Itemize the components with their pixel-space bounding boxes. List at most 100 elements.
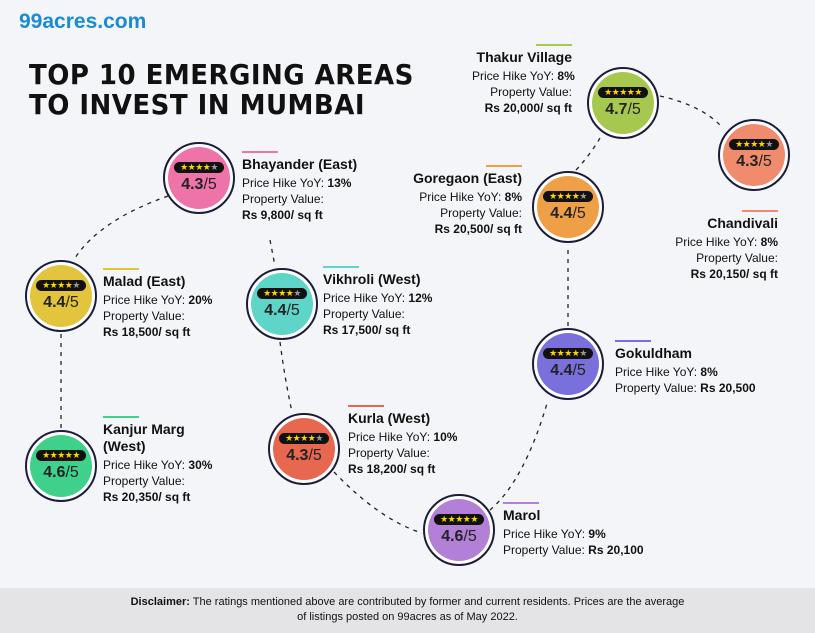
area-info-8: Kurla (West) Price Hike YoY: 10% Property … <box>348 405 457 477</box>
area-name: Marol <box>503 507 541 523</box>
area-info-9: Marol Price Hike YoY: 9% Property Value: R… <box>503 502 644 558</box>
star-rating-icon: ★★★★★ <box>543 348 593 359</box>
rating-disc: ★★★★★ 4.3/5 <box>723 124 785 186</box>
price-hike: Price Hike YoY: 30% <box>103 457 212 473</box>
property-value-label: Property Value: <box>242 192 324 206</box>
rating-score: 4.4 <box>264 302 287 319</box>
price-hike-label: Price Hike YoY: <box>615 365 698 379</box>
area-rating-circle: ★★★★★ 4.3/5 <box>268 413 340 485</box>
page-title: TOP 10 EMERGING AREAS TO INVEST IN MUMBA… <box>29 60 414 120</box>
property-value-amount: Rs 20,150/ sq ft <box>690 267 778 281</box>
star-rating-icon: ★★★★★ <box>729 139 779 150</box>
rating-value: 4.4/5 <box>30 294 92 312</box>
property-value-amount: Rs 9,800/ sq ft <box>242 208 323 222</box>
rating-value: 4.4/5 <box>251 302 313 320</box>
price-hike-value: 10% <box>433 430 458 444</box>
rating-disc: ★★★★★ 4.6/5 <box>30 435 92 497</box>
price-hike: Price Hike YoY: 8% <box>615 364 756 380</box>
price-hike: Price Hike YoY: 10% <box>348 429 457 445</box>
property-value-label: Property Value: <box>503 543 585 557</box>
star-rating-icon: ★★★★★ <box>434 514 484 525</box>
area-name: Goregaon (East) <box>413 170 522 186</box>
rating-suffix: /5 <box>65 294 79 311</box>
property-value-label: Property Value: <box>103 309 185 323</box>
rating-score: 4.4 <box>550 362 573 379</box>
rating-disc: ★★★★★ 4.3/5 <box>273 418 335 480</box>
price-hike-label: Price Hike YoY: <box>323 291 406 305</box>
price-hike-value: 8% <box>700 365 718 379</box>
rating-suffix: /5 <box>572 362 586 379</box>
star-rating-icon: ★★★★★ <box>543 191 593 202</box>
connector <box>74 195 169 259</box>
rating-score: 4.4 <box>43 294 66 311</box>
area-name: Gokuldham <box>615 345 693 361</box>
area-rating-circle: ★★★★★ 4.3/5 <box>718 119 790 191</box>
price-hike-value: 8% <box>504 190 522 204</box>
connector <box>269 239 276 267</box>
property-value-label: Property Value: <box>103 474 185 488</box>
area-info-3: Bhayander (East) Price Hike YoY: 13% Prope… <box>242 151 357 223</box>
disclaimer-label: Disclaimer: <box>130 596 190 608</box>
rating-value: 4.3/5 <box>723 153 785 171</box>
area-name: Kanjur Marg (West) <box>103 421 185 454</box>
price-hike: Price Hike YoY: 8% <box>640 234 778 250</box>
connector <box>333 471 423 534</box>
property-value-amount: Rs 20,500 <box>700 381 756 395</box>
rating-value: 4.7/5 <box>592 101 654 119</box>
rating-suffix: /5 <box>572 205 586 222</box>
accent-bar <box>103 416 139 418</box>
disclaimer-text: The ratings mentioned above are contribu… <box>189 596 685 608</box>
price-hike: Price Hike YoY: 9% <box>503 526 644 542</box>
rating-disc: ★★★★★ 4.4/5 <box>537 333 599 395</box>
accent-bar <box>242 151 278 153</box>
area-rating-circle: ★★★★★ 4.3/5 <box>163 142 235 214</box>
disclaimer-text-2: of listings posted on 99acres as of May … <box>297 611 518 623</box>
property-value-label: Property Value: <box>323 307 405 321</box>
area-name: Chandivali <box>707 215 778 231</box>
rating-score: 4.6 <box>43 464 66 481</box>
area-rating-circle: ★★★★★ 4.7/5 <box>587 67 659 139</box>
price-hike-label: Price Hike YoY: <box>419 190 502 204</box>
price-hike-value: 8% <box>557 69 575 83</box>
property-value-amount: Rs 20,000/ sq ft <box>484 101 572 115</box>
accent-bar <box>536 44 572 46</box>
title-line-2: TO INVEST IN MUMBAI <box>29 88 366 121</box>
area-rating-circle: ★★★★★ 4.6/5 <box>423 494 495 566</box>
price-hike-label: Price Hike YoY: <box>472 69 555 83</box>
connector-lines <box>60 95 721 534</box>
area-info-1: Chandivali Price Hike YoY: 8% Property Val… <box>640 210 778 282</box>
area-name: Vikhroli (West) <box>323 271 421 287</box>
price-hike: Price Hike YoY: 13% <box>242 175 357 191</box>
connector <box>575 137 601 171</box>
title-line-1: TOP 10 EMERGING AREAS <box>29 58 414 91</box>
rating-score: 4.3 <box>736 153 759 170</box>
rating-suffix: /5 <box>286 302 300 319</box>
rating-suffix: /5 <box>308 447 322 464</box>
accent-bar <box>103 268 139 270</box>
accent-bar <box>486 165 522 167</box>
accent-bar <box>615 340 651 342</box>
price-hike-label: Price Hike YoY: <box>242 176 325 190</box>
property-value-amount: Rs 20,350/ sq ft <box>103 490 191 504</box>
area-info-5: Vikhroli (West) Price Hike YoY: 12% Proper… <box>323 266 432 338</box>
area-rating-circle: ★★★★★ 4.4/5 <box>246 268 318 340</box>
rating-suffix: /5 <box>203 176 217 193</box>
rating-value: 4.4/5 <box>537 205 599 223</box>
connector <box>489 399 549 511</box>
price-hike-label: Price Hike YoY: <box>675 235 758 249</box>
price-hike: Price Hike YoY: 12% <box>323 290 432 306</box>
price-hike-value: 13% <box>327 176 352 190</box>
rating-suffix: /5 <box>758 153 772 170</box>
star-rating-icon: ★★★★★ <box>174 162 224 173</box>
rating-score: 4.3 <box>181 176 204 193</box>
rating-value: 4.6/5 <box>428 528 490 546</box>
area-info-4: Malad (East) Price Hike YoY: 20% Property … <box>103 268 212 340</box>
disclaimer: Disclaimer: The ratings mentioned above … <box>0 588 815 633</box>
property-value-label: Property Value: <box>440 206 522 220</box>
rating-score: 4.7 <box>605 101 628 118</box>
accent-bar <box>348 405 384 407</box>
star-rating-icon: ★★★★★ <box>36 280 86 291</box>
rating-value: 4.3/5 <box>273 447 335 465</box>
property-value: Property Value: Rs 20,500 <box>615 380 756 396</box>
property-value-amount: Rs 17,500/ sq ft <box>323 323 411 337</box>
